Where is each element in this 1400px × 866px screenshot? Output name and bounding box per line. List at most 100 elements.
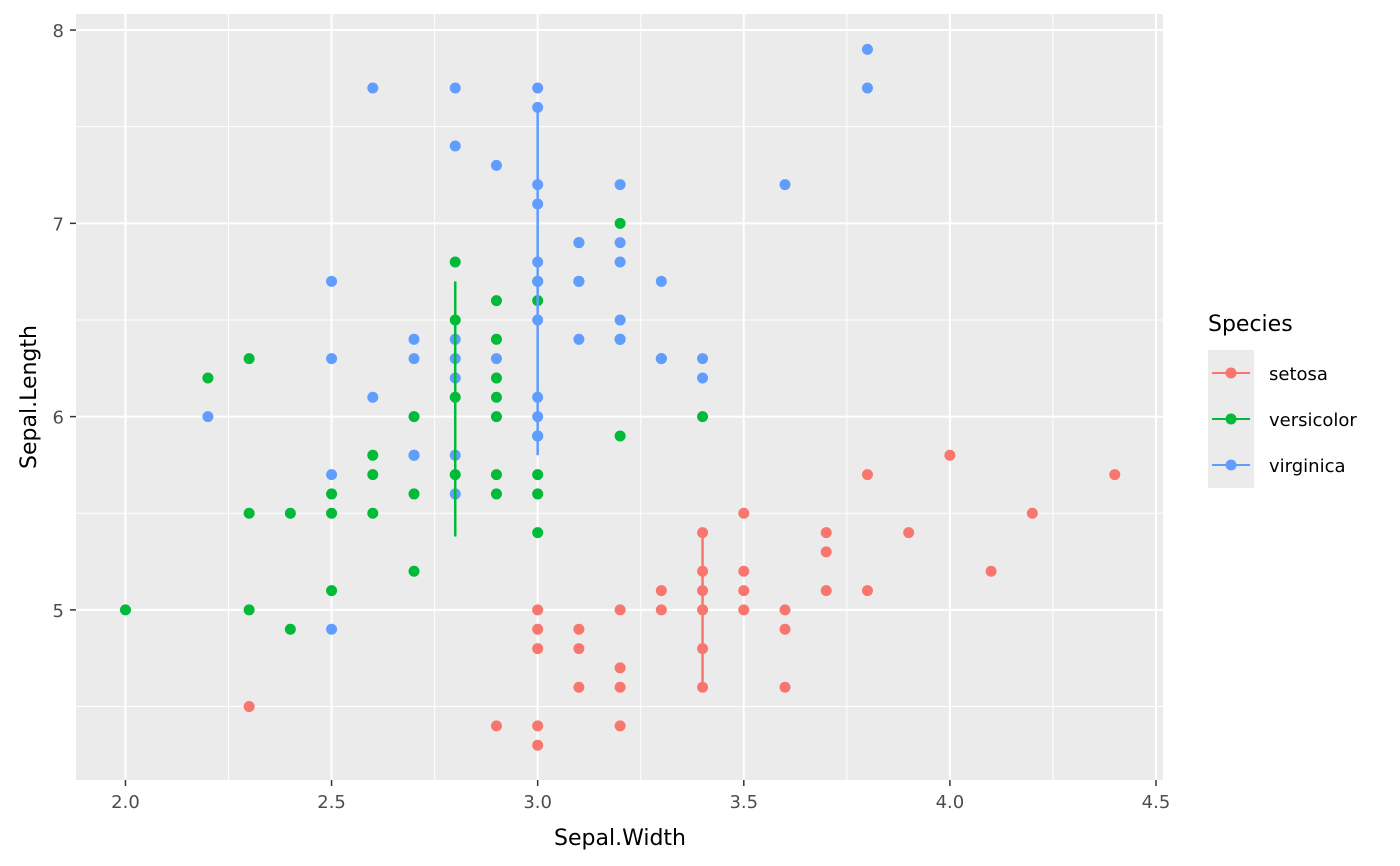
point-virginica [367, 82, 379, 94]
point-virginica [779, 179, 791, 191]
point-versicolor [490, 333, 502, 345]
point-virginica [408, 449, 420, 461]
point-virginica [861, 82, 873, 94]
legend-label-versicolor: versicolor [1269, 410, 1357, 431]
x-tick-label: 2.5 [317, 792, 346, 813]
y-tick-label: 7 [53, 214, 64, 235]
point-setosa [243, 701, 255, 713]
point-setosa [738, 565, 750, 577]
point-setosa [532, 623, 544, 635]
point-versicolor [284, 507, 296, 519]
point-virginica [367, 391, 379, 403]
point-versicolor [326, 585, 338, 597]
legend-label-virginica: virginica [1269, 456, 1346, 477]
point-virginica [614, 333, 626, 345]
point-versicolor [408, 411, 420, 423]
point-setosa [655, 585, 667, 597]
point-virginica [655, 275, 667, 287]
point-setosa [532, 739, 544, 751]
point-versicolor [284, 623, 296, 635]
point-virginica [490, 353, 502, 365]
point-versicolor [532, 469, 544, 481]
point-versicolor [490, 391, 502, 403]
panel-background [76, 14, 1163, 780]
x-tick-label: 4.0 [936, 792, 965, 813]
point-setosa [1109, 469, 1121, 481]
point-versicolor [243, 353, 255, 365]
point-setosa [779, 604, 791, 616]
point-setosa [861, 469, 873, 481]
point-versicolor [490, 469, 502, 481]
point-virginica [408, 333, 420, 345]
point-setosa [532, 604, 544, 616]
point-versicolor [697, 411, 709, 423]
point-versicolor [367, 507, 379, 519]
point-setosa [490, 720, 502, 732]
point-virginica [202, 411, 214, 423]
legend-key-point [1225, 413, 1237, 425]
point-versicolor [243, 507, 255, 519]
point-setosa [614, 604, 626, 616]
point-setosa [614, 662, 626, 674]
point-virginica [532, 82, 544, 94]
point-virginica [326, 275, 338, 287]
point-versicolor [614, 430, 626, 442]
point-versicolor [490, 295, 502, 307]
legend-title: Species [1208, 312, 1293, 337]
point-setosa [738, 604, 750, 616]
point-versicolor [326, 507, 338, 519]
point-versicolor [490, 488, 502, 500]
point-virginica [326, 469, 338, 481]
point-setosa [985, 565, 997, 577]
point-setosa [820, 546, 832, 558]
point-virginica [614, 314, 626, 326]
point-virginica [573, 275, 585, 287]
point-virginica [861, 43, 873, 55]
point-virginica [573, 333, 585, 345]
point-setosa [861, 585, 873, 597]
y-tick-label: 8 [53, 21, 64, 42]
point-virginica [573, 237, 585, 249]
point-virginica [449, 140, 461, 152]
point-setosa [573, 623, 585, 635]
point-setosa [532, 720, 544, 732]
point-setosa [1026, 507, 1038, 519]
point-virginica [655, 353, 667, 365]
point-versicolor [532, 527, 544, 539]
point-virginica [449, 82, 461, 94]
point-versicolor [119, 604, 131, 616]
point-versicolor [202, 372, 214, 384]
point-setosa [738, 507, 750, 519]
point-versicolor [367, 469, 379, 481]
point-versicolor [490, 411, 502, 423]
point-virginica [697, 353, 709, 365]
point-setosa [614, 681, 626, 693]
point-setosa [779, 681, 791, 693]
point-virginica [614, 237, 626, 249]
point-virginica [408, 353, 420, 365]
point-setosa [820, 527, 832, 539]
point-versicolor [408, 565, 420, 577]
point-virginica [326, 353, 338, 365]
point-setosa [738, 585, 750, 597]
x-tick-label: 3.5 [729, 792, 758, 813]
point-versicolor [449, 256, 461, 268]
point-setosa [903, 527, 915, 539]
point-versicolor [243, 604, 255, 616]
x-tick-label: 2.0 [111, 792, 140, 813]
point-virginica [614, 256, 626, 268]
point-setosa [820, 585, 832, 597]
point-versicolor [326, 488, 338, 500]
y-tick-label: 6 [53, 408, 64, 429]
point-versicolor [614, 217, 626, 229]
legend-key-point [1225, 459, 1237, 471]
point-versicolor [408, 488, 420, 500]
point-setosa [944, 449, 956, 461]
legend-key-point [1225, 367, 1237, 379]
point-setosa [655, 604, 667, 616]
x-tick-label: 4.5 [1142, 792, 1171, 813]
point-virginica [697, 372, 709, 384]
point-setosa [573, 681, 585, 693]
point-setosa [573, 643, 585, 655]
